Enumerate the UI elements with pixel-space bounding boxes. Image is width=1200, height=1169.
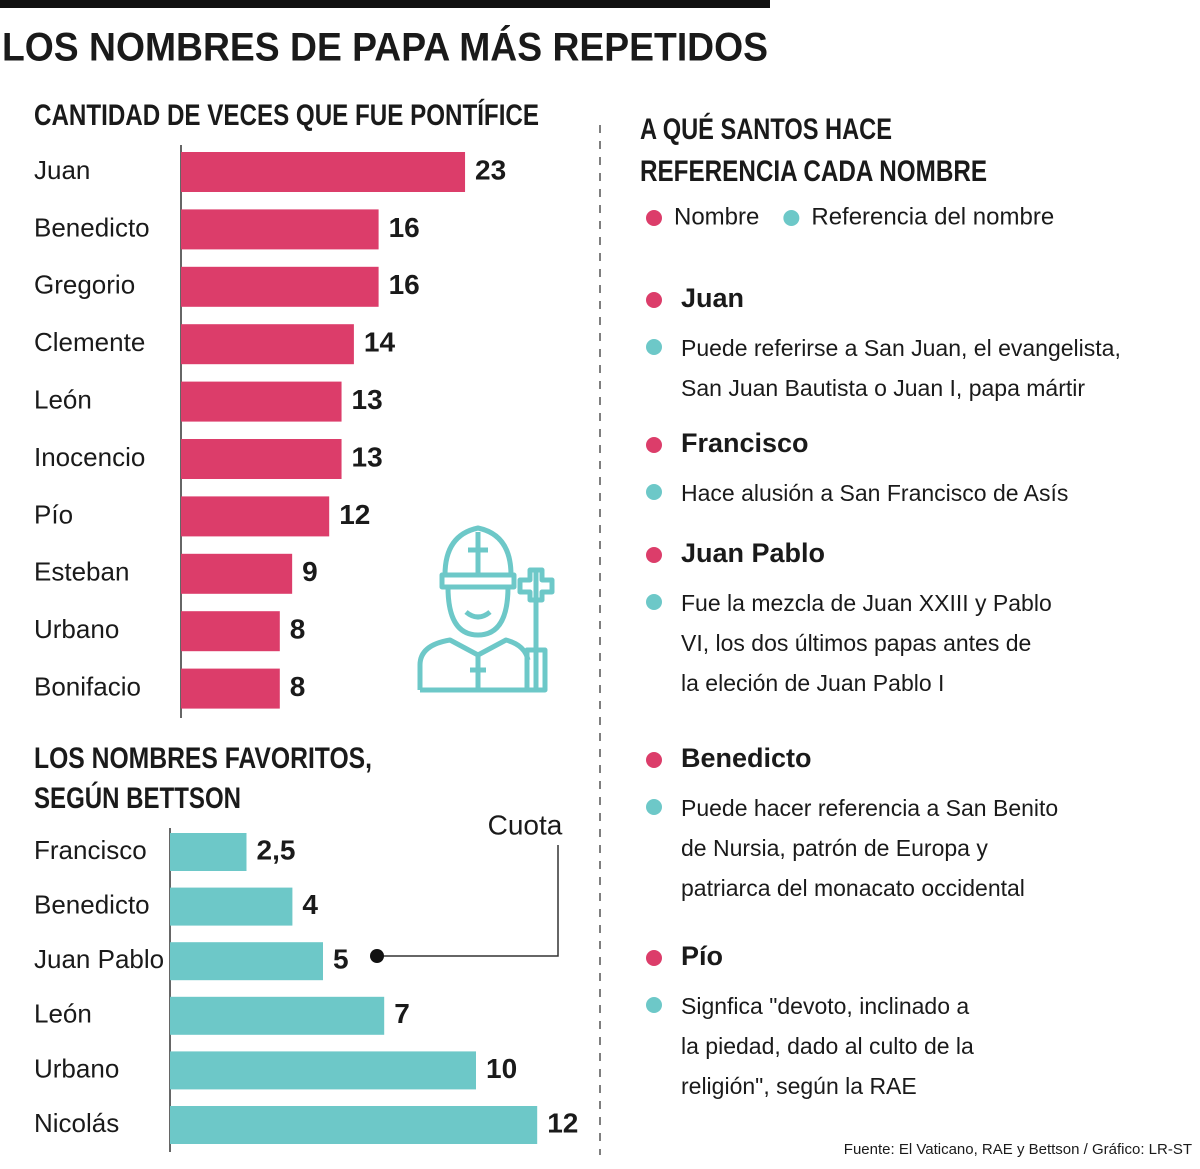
value-label: 13 — [352, 441, 383, 472]
bar — [170, 1051, 476, 1090]
name-dot — [646, 752, 662, 768]
value-label: 9 — [302, 556, 318, 587]
bar — [170, 942, 323, 981]
bar — [181, 324, 354, 365]
ref-text: Signfica "devoto, inclinado a — [681, 993, 969, 1019]
value-label: 8 — [290, 614, 306, 645]
value-label: 7 — [394, 998, 410, 1029]
chart-title: LOS NOMBRES FAVORITOS, — [34, 742, 372, 775]
ref-name: Juan — [681, 283, 744, 313]
category-label: Clemente — [34, 327, 145, 357]
category-label: Juan Pablo — [34, 944, 164, 974]
ref-dot — [646, 799, 662, 815]
panel-title: A QUÉ SANTOS HACE — [640, 112, 892, 146]
legend-dot — [646, 210, 662, 226]
category-label: León — [34, 384, 92, 414]
value-label: 2,5 — [257, 834, 296, 865]
ref-text: de Nursia, patrón de Europa y — [681, 835, 988, 861]
value-label: 10 — [486, 1053, 517, 1084]
chart-title: CANTIDAD DE VECES QUE FUE PONTÍFICE — [34, 98, 539, 132]
ref-text: la piedad, dado al culto de la — [681, 1033, 974, 1059]
bar — [181, 553, 293, 594]
ref-text: Hace alusión a San Francisco de Asís — [681, 480, 1068, 506]
category-label: Nicolás — [34, 1108, 119, 1138]
category-label: Francisco — [34, 835, 147, 865]
annotation: Cuota — [488, 809, 563, 840]
category-label: Benedicto — [34, 889, 150, 919]
category-label: Urbano — [34, 1053, 119, 1083]
bar — [181, 611, 280, 652]
source: Fuente: El Vaticano, RAE y Bettson / Grá… — [844, 1141, 1192, 1158]
ref-name: Pío — [681, 941, 723, 971]
bar — [181, 668, 280, 709]
value-label: 8 — [290, 671, 306, 702]
bar — [170, 887, 293, 926]
ref-text: Puede referirse a San Juan, el evangelis… — [681, 335, 1121, 361]
bar — [170, 996, 385, 1035]
name-dot — [646, 547, 662, 563]
legend-label: Referencia del nombre — [811, 203, 1054, 230]
bar — [181, 266, 379, 307]
pope-icon — [417, 525, 555, 693]
bar — [181, 381, 342, 422]
category-label: Gregorio — [34, 270, 135, 300]
ref-text: San Juan Bautista o Juan I, papa mártir — [681, 375, 1085, 401]
ref-dot — [646, 997, 662, 1013]
legend-label: Nombre — [674, 203, 759, 230]
bar — [170, 1106, 538, 1144]
annotation-dot — [370, 949, 384, 963]
ref-name: Benedicto — [681, 743, 812, 773]
ref-text: religión", según la RAE — [681, 1073, 917, 1099]
top-rule — [0, 0, 770, 8]
ref-name: Francisco — [681, 428, 809, 458]
panel-title: REFERENCIA CADA NOMBRE — [640, 155, 987, 188]
value-label: 14 — [364, 327, 396, 358]
ref-dot — [646, 594, 662, 610]
bar — [181, 152, 466, 192]
name-dot — [646, 437, 662, 453]
category-label: Benedicto — [34, 212, 150, 242]
bar — [181, 496, 330, 537]
category-label: León — [34, 999, 92, 1029]
value-label: 12 — [339, 499, 370, 530]
chart-title: SEGÚN BETTSON — [34, 781, 241, 815]
annotation-leader — [377, 845, 559, 957]
ref-text: la eleción de Juan Pablo I — [681, 670, 944, 696]
value-label: 23 — [475, 154, 506, 185]
category-label: Pío — [34, 499, 73, 529]
bar — [181, 209, 379, 250]
name-dot — [646, 950, 662, 966]
value-label: 16 — [389, 212, 420, 243]
title: LOS NOMBRES DE PAPA MÁS REPETIDOS — [2, 25, 768, 70]
value-label: 13 — [352, 384, 383, 415]
value-label: 4 — [302, 889, 318, 920]
ref-text: VI, los dos últimos papas antes de — [681, 630, 1031, 656]
category-label: Urbano — [34, 614, 119, 644]
ref-text: patriarca del monacato occidental — [681, 875, 1025, 901]
ref-dot — [646, 484, 662, 500]
value-label: 12 — [547, 1107, 578, 1138]
ref-text: Fue la mezcla de Juan XXIII y Pablo — [681, 590, 1052, 616]
value-label: 5 — [333, 944, 349, 975]
category-label: Inocencio — [34, 442, 145, 472]
bar — [181, 439, 342, 479]
ref-text: Puede hacer referencia a San Benito — [681, 795, 1058, 821]
name-dot — [646, 292, 662, 308]
legend-dot — [783, 210, 800, 226]
value-label: 16 — [389, 269, 420, 300]
ref-dot — [646, 339, 662, 355]
bar — [170, 833, 247, 871]
ref-name: Juan Pablo — [681, 538, 825, 568]
category-label: Bonifacio — [34, 671, 141, 701]
category-label: Esteban — [34, 557, 129, 587]
category-label: Juan — [34, 155, 90, 185]
